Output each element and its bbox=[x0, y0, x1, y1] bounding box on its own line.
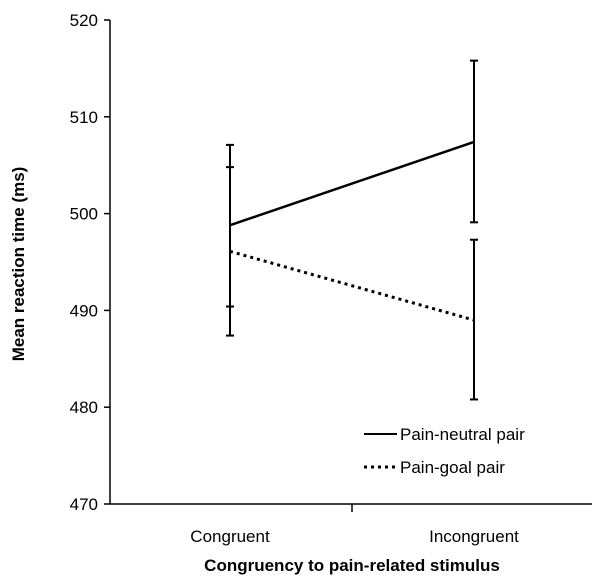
y-tick-label: 480 bbox=[70, 398, 98, 417]
x-tick-label: Congruent bbox=[190, 527, 270, 546]
legend: Pain-neutral pair Pain-goal pair bbox=[364, 425, 525, 477]
y-tick-label: 500 bbox=[70, 205, 98, 224]
legend-label: Pain-goal pair bbox=[400, 458, 505, 477]
y-tick-label: 470 bbox=[70, 495, 98, 514]
x-tick-group: Congruent Incongruent bbox=[190, 504, 519, 546]
chart-axes bbox=[109, 20, 592, 505]
x-axis-title: Congruency to pain-related stimulus bbox=[204, 556, 500, 575]
y-tick-label: 490 bbox=[70, 301, 98, 320]
series-line-pain-neutral-pair bbox=[229, 140, 475, 227]
series-group bbox=[226, 59, 478, 401]
y-tick-label: 510 bbox=[70, 108, 98, 127]
y-tick-group: 470 480 490 500 510 520 bbox=[70, 11, 110, 514]
y-tick-label: 520 bbox=[70, 11, 98, 30]
series-line-pain-goal-pair bbox=[229, 249, 475, 322]
legend-label: Pain-neutral pair bbox=[400, 425, 525, 444]
x-tick-label: Incongruent bbox=[429, 527, 519, 546]
y-axis-title: Mean reaction time (ms) bbox=[9, 167, 28, 362]
